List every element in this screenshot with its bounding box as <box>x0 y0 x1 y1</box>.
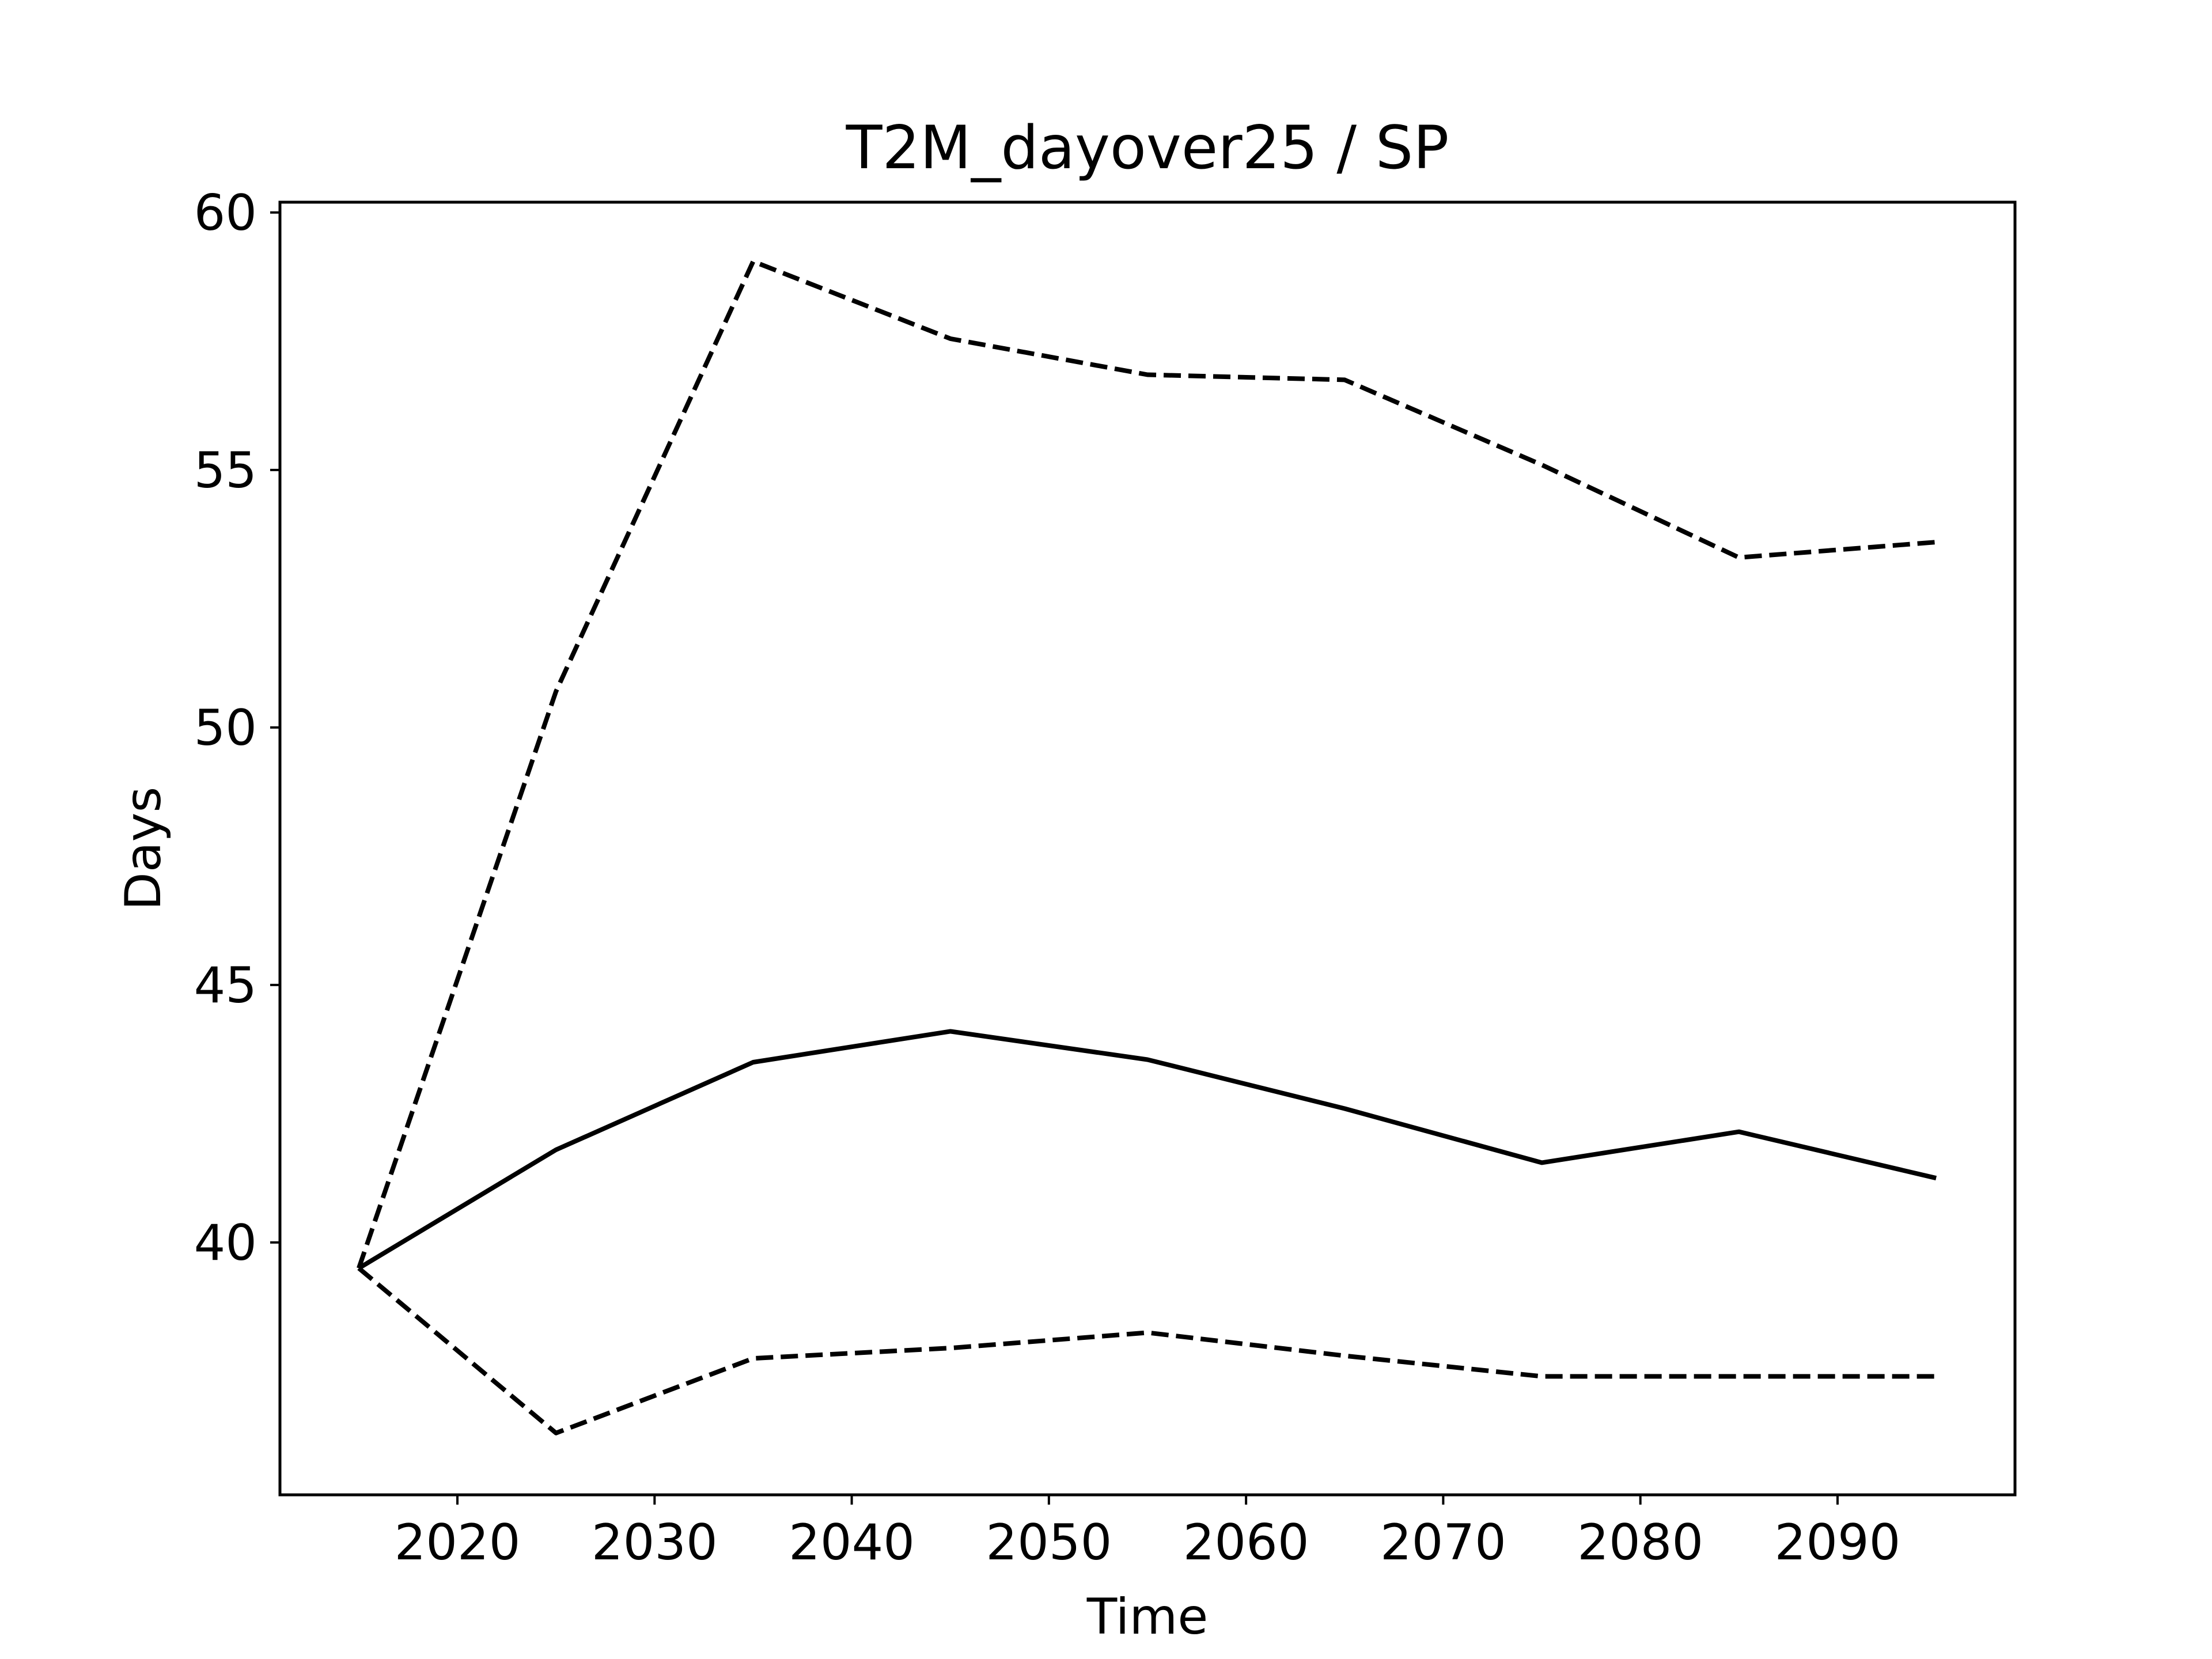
solid-series-line-0 <box>357 1029 1937 1271</box>
plot-frame <box>278 200 2017 1497</box>
x-tick-label-2070: 2070 <box>1380 1514 1506 1571</box>
y-axis: 40 45 50 55 60 <box>194 184 280 1272</box>
x-tick-label-2060: 2060 <box>1183 1514 1309 1571</box>
dashed-series-line-1 <box>357 259 1937 1269</box>
y-tick-label-40: 40 <box>194 1214 257 1272</box>
dashed-series-line-2 <box>357 1266 1937 1435</box>
x-tick-label-2030: 2030 <box>592 1514 718 1571</box>
x-axis: 2020 2030 2040 2050 2060 2070 2080 2090 <box>395 1495 1901 1571</box>
x-tick-label-2080: 2080 <box>1577 1514 1703 1571</box>
y-tick-label-55: 55 <box>194 442 257 499</box>
x-tick-label-2040: 2040 <box>789 1514 915 1571</box>
chart-title: T2M_dayover25 / SP <box>846 113 1449 183</box>
x-axis-label: Time <box>1086 1588 1208 1646</box>
y-tick-label-60: 60 <box>194 184 257 242</box>
y-tick-label-50: 50 <box>194 699 257 757</box>
x-tick-label-2020: 2020 <box>395 1514 521 1571</box>
x-tick-label-2090: 2090 <box>1775 1514 1901 1571</box>
x-tick-label-2050: 2050 <box>986 1514 1112 1571</box>
y-axis-label: Days <box>115 787 172 911</box>
plot-area <box>357 259 1937 1435</box>
y-tick-label-45: 45 <box>194 957 257 1014</box>
